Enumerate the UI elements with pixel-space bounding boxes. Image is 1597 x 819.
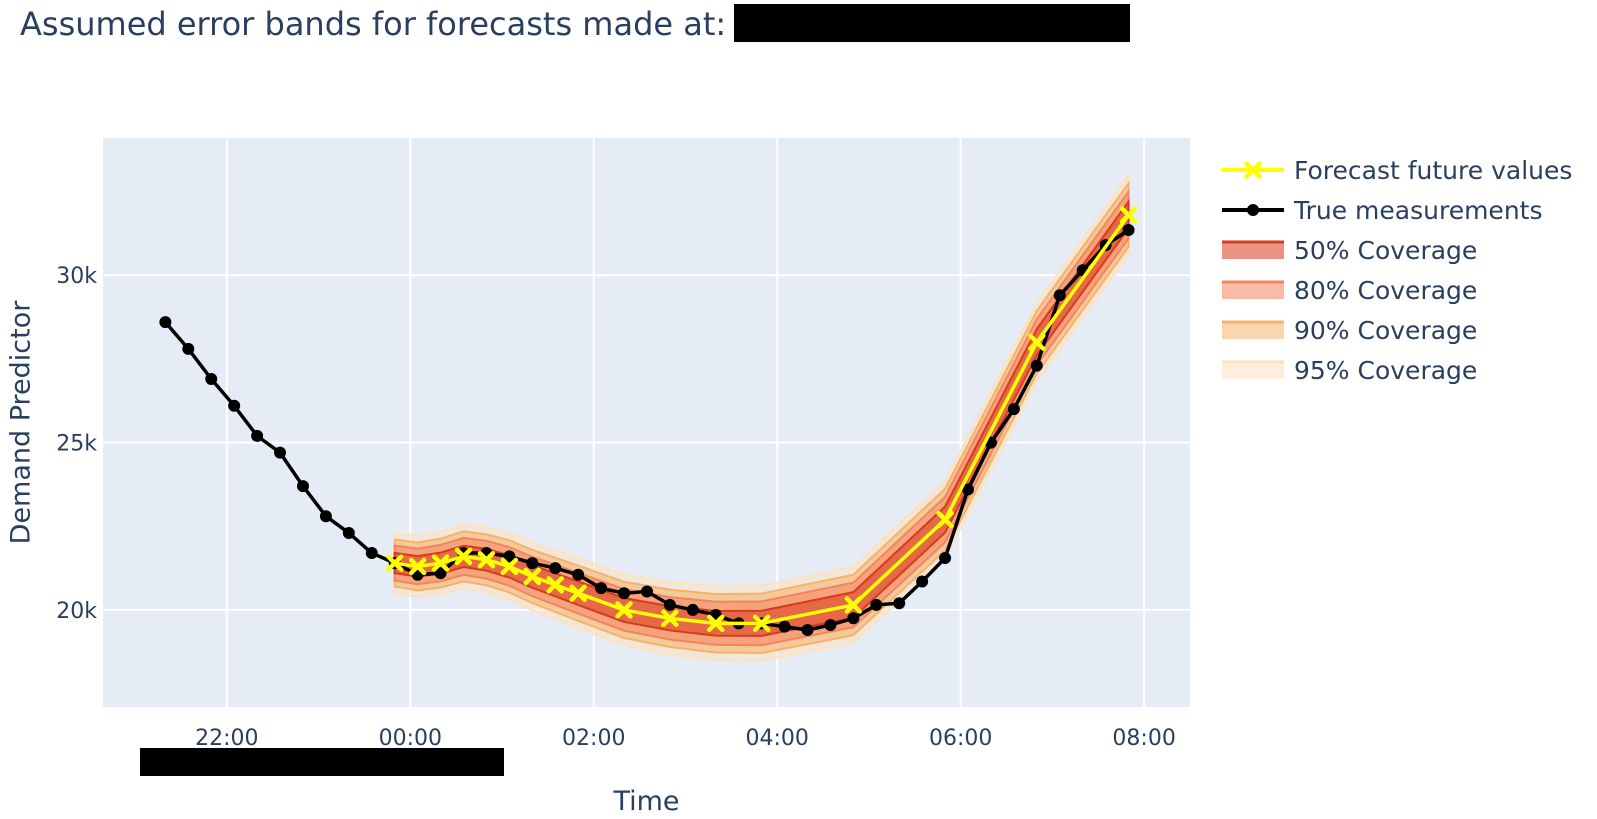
x-tick-label: 22:00 [195, 726, 258, 751]
y-tick-label: 25k [56, 432, 97, 457]
true-measurement-point [595, 582, 608, 595]
forecast-point [661, 609, 679, 628]
true-measurement-point [526, 557, 539, 570]
legend-band-fill [1222, 361, 1284, 379]
legend-label: 95% Coverage [1294, 356, 1477, 385]
x-tick-label: 02:00 [562, 726, 625, 751]
true-measurement-point [686, 603, 699, 616]
true-measurement-point [640, 585, 653, 598]
true-measurement-point [618, 587, 631, 600]
true-measurement-point [182, 342, 195, 355]
forecast-point [936, 510, 954, 529]
axis-ticks: 22:00 00:00 02:00 04:00 06:00 08:00 20k 25k 30k [56, 264, 1176, 751]
forecast-point [454, 547, 473, 566]
true-measurement-point [549, 562, 562, 575]
forecast-point [844, 596, 863, 614]
legend-band-fill [1222, 241, 1284, 259]
forecast-point [408, 557, 427, 576]
x-axis-redaction-bar [140, 748, 504, 776]
legend-item-band-95[interactable]: 95% Coverage [1222, 356, 1477, 385]
x-axis-title: Time [612, 786, 679, 817]
true-measurement-point [342, 526, 355, 539]
forecast-point [1028, 333, 1046, 351]
y-axis-title: Demand Predictor [6, 300, 37, 545]
forecast-point [615, 601, 633, 619]
true-measurement-point [778, 620, 791, 633]
true-measurement-point [434, 567, 447, 580]
legend-forecast-marker [1244, 161, 1262, 179]
true-measurement-point [893, 597, 906, 610]
true-measurement-point [205, 372, 218, 385]
legend-label: 80% Coverage [1294, 276, 1477, 305]
x-tick-label: 06:00 [929, 726, 992, 751]
legend-item-band-80[interactable]: 80% Coverage [1222, 276, 1477, 305]
forecast-point [569, 584, 587, 602]
x-tick-label: 00:00 [379, 726, 442, 751]
legend-item-band-50[interactable]: 50% Coverage [1222, 236, 1477, 265]
legend-label: 50% Coverage [1294, 236, 1477, 265]
forecast-point [385, 554, 404, 572]
y-tick-label: 30k [56, 264, 97, 289]
true-measurement-point [274, 446, 287, 459]
forecast-point [500, 557, 519, 576]
true-measurement-point [1053, 289, 1066, 302]
legend-label: 90% Coverage [1294, 316, 1477, 345]
true-measurement-point [939, 552, 952, 565]
x-tick-label: 04:00 [746, 726, 809, 751]
true-measurement-point [870, 598, 883, 611]
legend-item-true[interactable]: True measurements [1222, 196, 1543, 225]
legend-item-forecast[interactable]: Forecast future values [1222, 156, 1572, 185]
forecast-point [1119, 206, 1138, 224]
legend-band-fill [1222, 321, 1284, 339]
true-measurement-point [572, 568, 585, 581]
true-measurement-point [663, 598, 676, 611]
true-measurement-point [296, 480, 309, 493]
true-measurement-point [1122, 224, 1135, 237]
true-measurement-point [251, 429, 264, 442]
legend-item-band-90[interactable]: 90% Coverage [1222, 316, 1477, 345]
forecast-point [523, 567, 542, 586]
true-measurement-point [319, 510, 332, 523]
legend-label: Forecast future values [1294, 156, 1572, 185]
forecast-point [431, 554, 450, 572]
legend-band-fill [1222, 281, 1284, 299]
true-measurement-point [228, 399, 241, 412]
forecast-point [752, 614, 771, 633]
true-measurement-point [847, 612, 860, 625]
legend[interactable]: Forecast future values True measurements 5… [1222, 156, 1572, 385]
series-lines [159, 206, 1138, 637]
title-redaction-bar [734, 4, 1131, 42]
true-measurement-point [916, 575, 929, 588]
true-measurement-point [159, 316, 172, 329]
true-measurement-point [365, 547, 378, 560]
true-measurement-point [1030, 359, 1043, 372]
true-measurement-point [801, 624, 814, 637]
x-tick-label: 08:00 [1112, 726, 1175, 751]
chart-title: Assumed error bands for forecasts made a… [20, 2, 1131, 46]
forecast-point [546, 576, 564, 594]
forecast-point [477, 550, 496, 569]
true-measurement-point [1007, 403, 1020, 416]
forecast-point [707, 614, 725, 633]
chart-title-text: Assumed error bands for forecasts made a… [20, 5, 727, 43]
legend-label: True measurements [1293, 196, 1543, 225]
true-measurement-point [824, 618, 837, 631]
true-measurement-point [503, 550, 516, 563]
y-tick-label: 20k [56, 599, 97, 624]
legend-true-marker [1247, 204, 1259, 216]
true-measurement-point [962, 483, 975, 496]
